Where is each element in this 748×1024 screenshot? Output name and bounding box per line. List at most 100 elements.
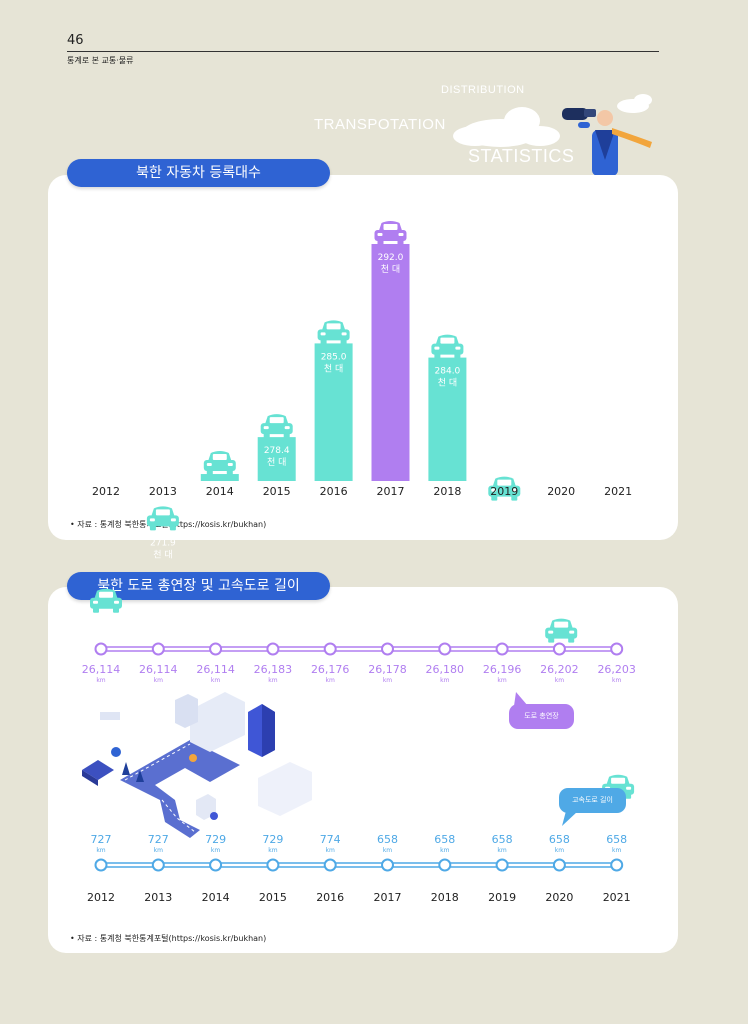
page-subtitle: 통계로 본 교통·물류 (67, 56, 134, 65)
building-small (175, 694, 198, 728)
bar-value-label: 275.8 (207, 483, 233, 493)
bar-2014 (200, 474, 239, 481)
x-tick-label: 2015 (263, 485, 291, 498)
total-road-unit-label: km (555, 677, 564, 684)
highway-value-label: 727 (148, 833, 169, 846)
total-road-unit-label: km (326, 677, 335, 684)
x-tick-label: 2020 (545, 891, 573, 904)
car-icon (374, 221, 407, 245)
total-road-unit-label: km (268, 677, 277, 684)
highway-unit-label: km (383, 847, 392, 854)
x-tick-label: 2014 (206, 485, 234, 498)
total-road-point-2017 (381, 642, 394, 656)
highway-point-2018 (438, 858, 452, 872)
x-tick-label: 2018 (431, 891, 459, 904)
bar-unit-label: 천 대 (608, 818, 627, 829)
car-blue (111, 747, 121, 757)
highway-value-label: 658 (492, 833, 513, 846)
hero-word-statistics: STATISTICS (468, 146, 575, 166)
total-road-value-label: 26,114 (196, 663, 235, 676)
total-road-unit-label: km (497, 677, 506, 684)
highway-unit-label: km (154, 847, 163, 854)
building-left (190, 692, 245, 752)
x-tick-label: 2019 (488, 891, 516, 904)
road-shape (120, 740, 240, 838)
hero-illustration: DISTRIBUTION TRANSPOTATION STATISTICS (300, 78, 680, 178)
bar-2018 (428, 357, 467, 481)
total-road-value-label: 26,180 (426, 663, 465, 676)
car-icon (203, 451, 236, 476)
callout-tail (562, 811, 578, 826)
total-road-value-label: 26,114 (139, 663, 178, 676)
highway-value-label: 658 (434, 833, 455, 846)
bar-unit-label: 천 대 (96, 632, 115, 643)
tree-icon (136, 770, 144, 782)
bar-value-label: 264.0 (548, 651, 574, 661)
hero-word-distribution: DISTRIBUTION (441, 84, 525, 96)
x-tick-label: 2021 (604, 485, 632, 498)
highway-unit-label: km (96, 847, 105, 854)
total-road-unit-label: km (211, 677, 220, 684)
x-tick-label: 2016 (316, 891, 344, 904)
bar-unit-label: 천 대 (381, 264, 400, 275)
bar-value-label: 278.4 (264, 446, 290, 456)
total-road-point-2020 (552, 642, 566, 656)
vehicle-chart-card (48, 175, 678, 540)
bar-unit-label: 천 대 (267, 457, 286, 468)
car-icon (317, 320, 350, 345)
highway-point-2015 (266, 858, 280, 872)
total-road-point-2015 (266, 642, 280, 656)
car-orange (189, 754, 197, 762)
highway-point-2016 (323, 858, 337, 872)
total-road-unit-label: km (154, 677, 163, 684)
x-tick-label: 2013 (149, 485, 177, 498)
highway-value-label: 729 (262, 833, 283, 846)
bar-value-label: 292.0 (378, 253, 404, 263)
highway-point-2012 (94, 858, 108, 872)
x-tick-label: 2019 (490, 485, 518, 498)
car-icon (431, 334, 464, 359)
total-road-point-2014 (209, 642, 223, 656)
highway-point-2017 (381, 858, 394, 872)
bar-value-label: 271.9 (150, 538, 176, 548)
total-road-value-label: 26,196 (483, 663, 522, 676)
x-tick-label: 2017 (377, 485, 405, 498)
total-road-point-2013 (151, 642, 165, 656)
total-road-value-label: 26,203 (597, 663, 636, 676)
road-chart-source: • 자료 : 통계청 북한통계포털(https://kosis.kr/bukha… (70, 934, 267, 943)
car-icon (260, 414, 293, 439)
highway-point-2014 (209, 858, 223, 872)
highway-point-2021 (610, 858, 624, 872)
x-tick-label: 2021 (603, 891, 631, 904)
x-tick-label: 2012 (87, 891, 115, 904)
total-road-callout: 도로 총연장 (509, 704, 574, 729)
callout-tail (514, 692, 528, 706)
header-rule (67, 51, 659, 52)
hero-graphic (453, 94, 652, 176)
total-road-value-label: 26,183 (254, 663, 293, 676)
bar-2016 (314, 343, 353, 481)
car-icon (90, 588, 122, 613)
bar-value-label: 266.1 (93, 621, 119, 631)
highway-unit-label: km (440, 847, 449, 854)
highway-unit-label: km (211, 847, 220, 854)
total-road-unit-label: km (96, 677, 105, 684)
total-road-unit-label: km (440, 677, 449, 684)
bar-2017 (371, 244, 410, 481)
highway-unit-label: km (555, 847, 564, 854)
x-tick-label: 2015 (259, 891, 287, 904)
highway-unit-label: km (326, 847, 335, 854)
highway-callout: 고속도로 길이 (559, 788, 626, 813)
highway-value-label: 774 (320, 833, 341, 846)
bar-unit-label: 천 대 (153, 549, 172, 560)
hut-shape (100, 712, 120, 720)
x-tick-label: 2012 (92, 485, 120, 498)
total-road-value-label: 26,114 (82, 663, 121, 676)
car-icon (545, 618, 578, 643)
total-road-value-label: 26,178 (368, 663, 407, 676)
highway-value-label: 658 (606, 833, 627, 846)
bar-value-label: 285.0 (321, 352, 347, 362)
highway-unit-label: km (497, 847, 506, 854)
